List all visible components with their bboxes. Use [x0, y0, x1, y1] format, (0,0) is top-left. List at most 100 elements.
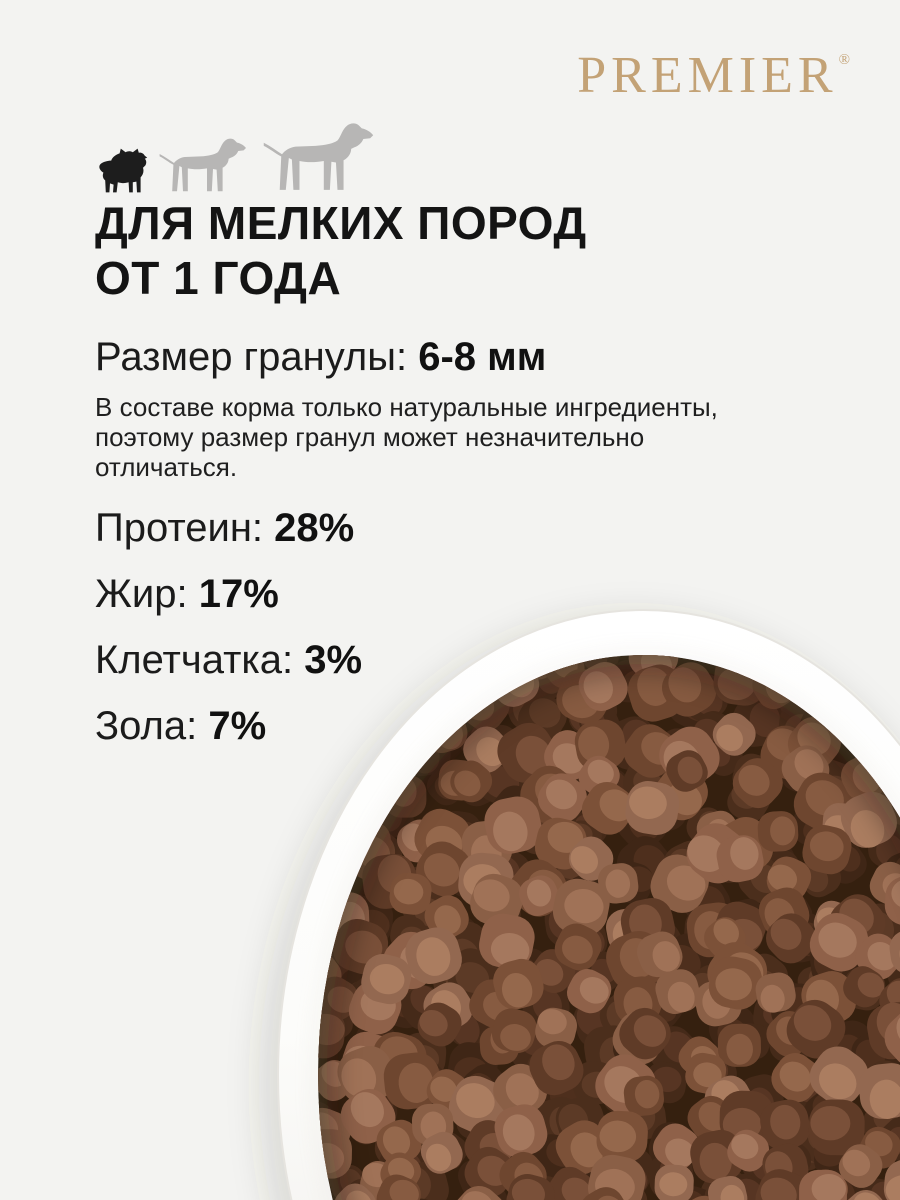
kibble-pellet — [596, 1110, 648, 1163]
kibble-pellet — [760, 1099, 811, 1150]
kibble-pellet — [537, 773, 587, 823]
kibble-pellet — [554, 923, 602, 971]
kibble-pellet — [809, 1046, 869, 1106]
kibble-pellet — [799, 1169, 847, 1200]
kibble-pellet — [755, 1169, 810, 1200]
kibble-pellet — [732, 758, 783, 809]
kibble-pellet — [655, 969, 701, 1014]
kibble-pellet — [416, 841, 472, 897]
kibble-pellet — [334, 1183, 377, 1200]
kibble-pellet — [654, 1164, 694, 1200]
title-line-1: ДЛЯ МЕЛКИХ ПОРОД — [95, 197, 587, 249]
kibble-pellet — [884, 1008, 900, 1068]
kibble-pellet — [755, 972, 796, 1013]
kibble-pellet — [567, 969, 612, 1014]
nutrition-label: Зола: — [95, 704, 209, 748]
kibble-pellet — [636, 931, 683, 978]
kibble-pellet — [383, 1052, 441, 1110]
kibble-pellet — [712, 712, 756, 756]
kibble-pellet — [484, 796, 542, 854]
kibble-layer — [318, 655, 900, 1200]
kibble-pellet — [843, 966, 885, 1008]
kibble-pellet — [858, 1063, 900, 1120]
kibble-pellet — [808, 1099, 865, 1156]
granule-size-row: Размер гранулы: 6-8 мм — [95, 333, 546, 381]
kibble-pellet — [707, 1175, 748, 1200]
kibble-pellet — [448, 1075, 508, 1135]
kibble-pellet — [717, 1023, 761, 1067]
nutrition-value: 28% — [274, 506, 355, 550]
nutrition-label: Жир: — [95, 572, 199, 616]
kibble-pellet — [765, 913, 817, 964]
medium-dog-icon — [159, 138, 246, 192]
note-line-2: поэтому размер гранул может незначительн… — [95, 422, 645, 452]
kibble-pellet — [376, 1119, 422, 1165]
kibble-pellet — [802, 825, 852, 875]
nutrition-row-protein: Протеин: 28% — [95, 505, 362, 551]
small-dog-icon — [99, 148, 148, 193]
nutrition-row-fiber: Клетчатка: 3% — [95, 637, 362, 683]
note-line-3: отличаться. — [95, 452, 238, 482]
nutrition-value: 17% — [198, 572, 279, 616]
brand-logo: PREMIER® — [577, 50, 850, 102]
granule-size-value: 6-8 мм — [418, 335, 547, 379]
nutrition-list: Протеин: 28% Жир: 17% Клетчатка: 3% Зола… — [95, 505, 362, 769]
kibble-pellet — [519, 875, 560, 916]
kibble-pellet — [491, 1008, 537, 1054]
kibble-pellet — [786, 999, 846, 1059]
kibble-pellet — [757, 811, 799, 852]
small-dog-silhouette — [99, 148, 148, 193]
kibble-pellet — [420, 1131, 463, 1174]
note-line-1: В составе корма только натуральные ингре… — [95, 392, 718, 422]
kibble-pellet — [361, 954, 412, 1005]
page-title: ДЛЯ МЕЛКИХ ПОРОД ОТ 1 ГОДА — [95, 196, 587, 306]
kibble-pellet — [580, 1187, 629, 1200]
kibble-pellet — [529, 1041, 584, 1096]
brand-name: PREMIER — [577, 47, 838, 104]
kibble-pellet — [597, 863, 639, 904]
granule-size-label: Размер гранулы: — [95, 335, 419, 379]
kibble-pellet — [479, 913, 535, 970]
kibble-pellet — [883, 1159, 900, 1200]
medium-dog-silhouette — [159, 138, 246, 192]
nutrition-value: 3% — [304, 638, 363, 682]
kibble-pellet — [666, 750, 708, 792]
kibble-pellet — [547, 1166, 594, 1200]
kibble-pellet — [838, 1144, 883, 1188]
kibble-pellet — [716, 835, 764, 883]
nutrition-row-ash: Зола: 7% — [95, 703, 362, 749]
kibble-pellet — [625, 781, 680, 835]
kibble-pellet — [653, 1123, 700, 1171]
kibble-pellet — [809, 913, 869, 972]
kibble-pellet — [389, 872, 432, 915]
kibble-pellet — [578, 661, 628, 711]
kibble-pellet — [623, 1075, 664, 1116]
large-dog-silhouette — [263, 123, 374, 190]
title-line-2: ОТ 1 ГОДА — [95, 252, 342, 304]
kibble-pellet — [337, 1045, 396, 1105]
kibble-pellet — [555, 1120, 610, 1175]
kibble-pellet — [506, 1173, 555, 1200]
bowl-inner-edge — [314, 651, 900, 1200]
kibble-pellet — [771, 1053, 821, 1103]
kibble-pellet — [417, 1002, 462, 1047]
nutrition-value: 7% — [208, 704, 267, 748]
kibble-pellet — [708, 956, 762, 1010]
kibble-pellet — [535, 1007, 577, 1050]
kibble-pellet — [727, 1129, 770, 1172]
kibble-pellet — [494, 1104, 548, 1158]
kibble-pellet — [450, 760, 493, 803]
large-dog-icon — [263, 123, 374, 190]
kibble-pellet — [884, 876, 900, 926]
kibble-pellet — [470, 873, 524, 928]
kibble-pellet — [581, 781, 635, 835]
kibble-pellet — [452, 1185, 506, 1200]
registered-mark-icon: ® — [838, 52, 850, 68]
kibble-pellet — [661, 662, 717, 717]
kibble-pellet — [552, 878, 610, 936]
nutrition-label: Протеин: — [95, 506, 275, 550]
kibble-pellet — [493, 958, 544, 1010]
kibble-pellet — [619, 1007, 671, 1060]
